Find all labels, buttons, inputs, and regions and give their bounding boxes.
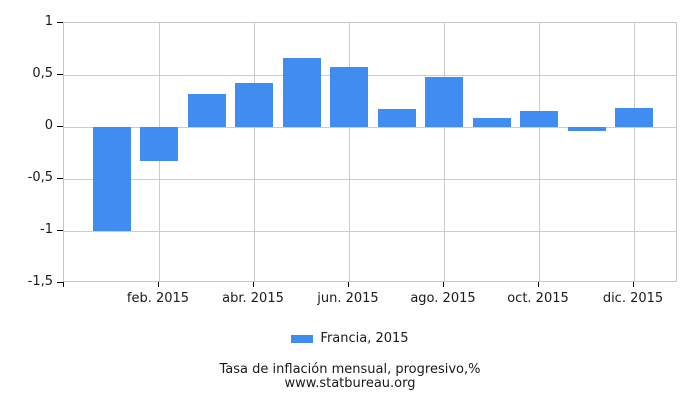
bar-abr <box>235 83 273 127</box>
bar-sep <box>472 117 511 127</box>
bar-dic <box>615 108 653 127</box>
x-axis-label: dic. 2015 <box>602 291 664 306</box>
x-axis-label: jun. 2015 <box>317 291 379 306</box>
gridline-v <box>253 23 255 281</box>
x-tick <box>63 282 64 287</box>
y-tick <box>57 126 63 127</box>
x-axis-label: ago. 2015 <box>410 291 476 306</box>
bar-mar <box>187 93 226 127</box>
gridline-h <box>64 178 676 180</box>
legend-label: Francia, 2015 <box>320 331 409 346</box>
y-axis-label: -0,5 <box>27 170 53 185</box>
y-axis-label: -1,5 <box>27 274 53 289</box>
x-tick <box>633 282 634 287</box>
gridline-h <box>64 230 676 232</box>
y-axis-label: 0 <box>44 118 53 133</box>
bar-ene <box>92 127 131 231</box>
y-axis-label: -1 <box>40 222 53 237</box>
x-tick <box>443 282 444 287</box>
x-tick <box>348 282 349 287</box>
bar-may <box>282 58 321 127</box>
gridline-h <box>64 74 676 76</box>
x-tick <box>158 282 159 287</box>
y-axis-label: 1 <box>44 14 53 29</box>
bar-jun <box>330 66 368 127</box>
y-tick <box>57 22 63 23</box>
gridline-v <box>443 23 445 281</box>
chart-subtitle: www.statbureau.org <box>284 376 416 391</box>
bar-feb <box>140 127 178 162</box>
y-tick <box>57 178 63 179</box>
plot-area <box>63 22 677 282</box>
bar-nov <box>567 127 606 132</box>
gridline-v <box>538 23 540 281</box>
gridline-v <box>633 23 635 281</box>
chart-title: Tasa de inflación mensual, progresivo,% <box>219 362 481 377</box>
x-tick <box>538 282 539 287</box>
legend: Francia, 2015 <box>0 331 700 347</box>
gridline-v <box>348 23 350 281</box>
y-tick <box>57 230 63 231</box>
x-axis-label: abr. 2015 <box>222 291 284 306</box>
x-axis-label: oct. 2015 <box>507 291 569 306</box>
bar-ago <box>425 77 463 127</box>
y-tick <box>57 74 63 75</box>
bar-jul <box>377 109 416 127</box>
y-axis-label: 0,5 <box>32 66 53 81</box>
gridline-h <box>64 126 676 128</box>
bar-oct <box>520 111 558 127</box>
x-axis-label: feb. 2015 <box>126 291 190 306</box>
legend-swatch-icon <box>291 335 314 343</box>
x-tick <box>253 282 254 287</box>
y-tick <box>57 282 63 283</box>
